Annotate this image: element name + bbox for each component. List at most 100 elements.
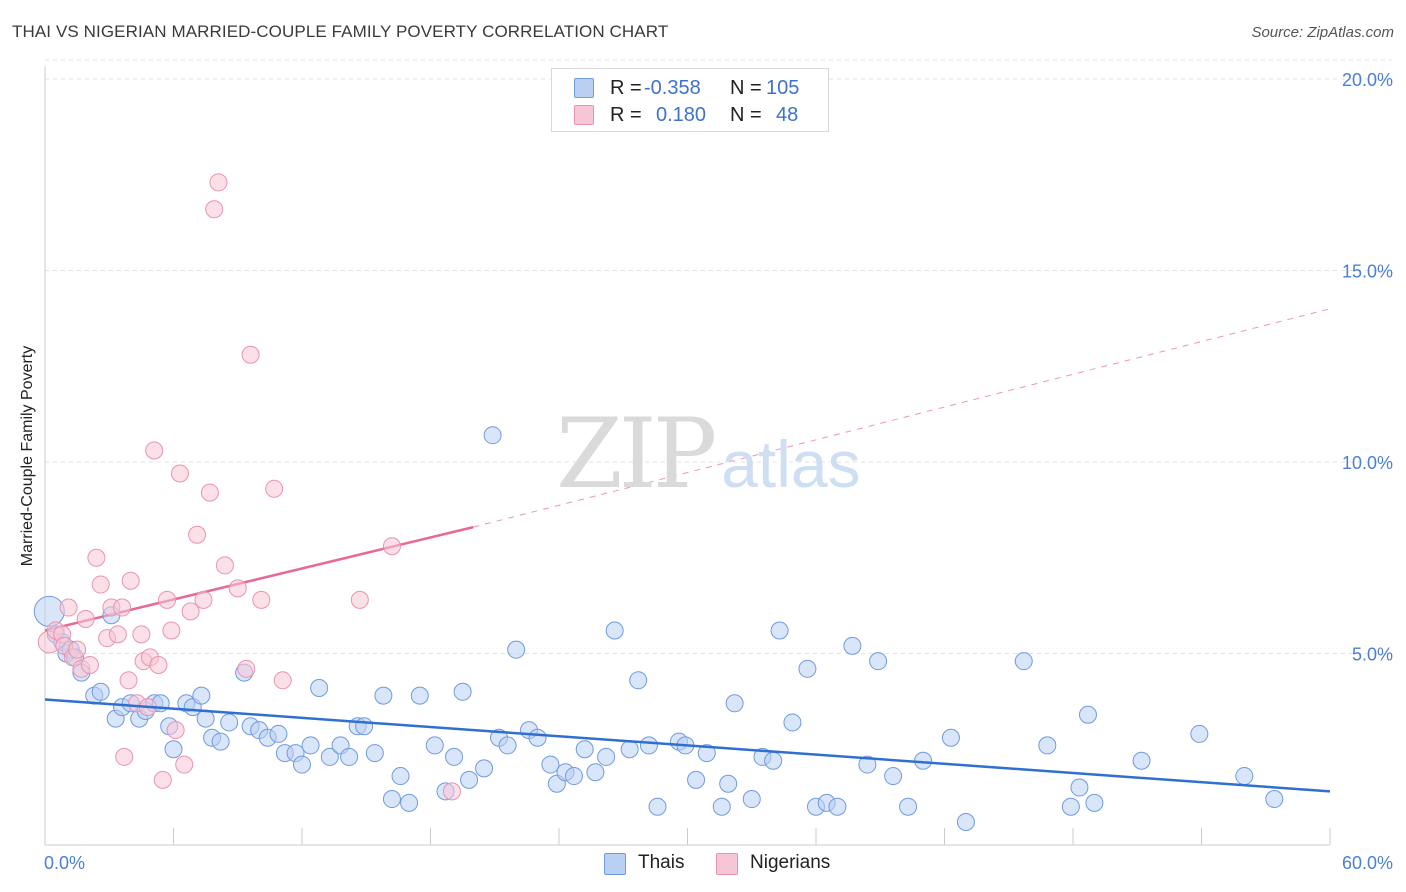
thais-point — [648, 797, 667, 816]
nigerians-point — [115, 747, 134, 766]
thais-trend-line — [44, 698, 1331, 793]
thais-point — [1265, 790, 1284, 809]
thais-point — [712, 797, 731, 816]
nigerians-legend-swatch-icon — [716, 853, 738, 875]
thais-point — [391, 767, 410, 786]
thais-point — [629, 671, 648, 690]
x-tick-label: 60.0% — [1342, 853, 1393, 873]
nigerians-point — [188, 525, 207, 544]
nigerians-point — [59, 598, 78, 617]
nigerians-point — [113, 598, 132, 617]
nigerians-point — [153, 770, 172, 789]
thais-point — [564, 767, 583, 786]
thais-point — [528, 728, 547, 747]
thais-point — [541, 755, 560, 774]
thais-legend-swatch-icon — [604, 853, 626, 875]
thais-point — [719, 774, 738, 793]
nigerians-point — [175, 755, 194, 774]
thais-point — [858, 755, 877, 774]
thais-point — [365, 744, 384, 763]
axes — [44, 66, 1331, 846]
n-value: 48 — [776, 104, 799, 126]
nigerians-point — [68, 640, 87, 659]
x-tick-label: 0.0% — [44, 853, 85, 873]
nigerians-point — [215, 556, 234, 575]
thais-point — [445, 747, 464, 766]
y-tick-label: 5.0% — [1352, 645, 1393, 665]
legend-label: Nigerians — [750, 852, 831, 873]
nigerians-point — [273, 671, 292, 690]
thais-point — [498, 736, 517, 755]
thais-point — [764, 751, 783, 770]
thais-point — [597, 747, 616, 766]
nigerians-point — [265, 479, 284, 498]
thais-point — [1190, 724, 1209, 743]
nigerians-point — [170, 464, 189, 483]
nigerians-point — [200, 483, 219, 502]
thais-point — [310, 678, 329, 697]
nigerians-point — [252, 590, 271, 609]
nigerians-point — [205, 200, 224, 219]
thais-point — [410, 686, 429, 705]
thais-point — [483, 426, 502, 445]
nigerians-point — [80, 655, 99, 674]
y-tick-label: 20.0% — [1342, 70, 1393, 90]
thais-point — [1132, 751, 1151, 770]
nigerians-point — [241, 345, 260, 364]
thais-point — [798, 659, 817, 678]
thais-swatch-icon — [574, 78, 594, 98]
grid-lines — [45, 59, 1392, 654]
thais-point — [1085, 793, 1104, 812]
thais-point — [400, 793, 419, 812]
nigerians-point — [237, 659, 256, 678]
thais-point — [725, 694, 744, 713]
thais-point — [687, 770, 706, 789]
nigerians-point — [119, 671, 138, 690]
thais-point — [620, 740, 639, 759]
thais-point — [220, 713, 239, 732]
nigerians-point — [132, 625, 151, 644]
source-credit: Source: ZipAtlas.com — [1251, 24, 1394, 41]
nigerians-trend-extension — [473, 308, 1331, 528]
nigerians-point — [121, 571, 140, 590]
y-tick-label: 15.0% — [1342, 262, 1393, 282]
thais-point — [843, 636, 862, 655]
r-value: 0.180 — [656, 104, 707, 126]
nigerians-point — [149, 655, 168, 674]
thais-point — [269, 724, 288, 743]
r-label: R = — [610, 104, 642, 126]
chart-title: THAI VS NIGERIAN MARRIED-COUPLE FAMILY P… — [12, 22, 669, 41]
thais-point — [453, 682, 472, 701]
thais-point — [211, 732, 230, 751]
thais-point — [575, 740, 594, 759]
thais-point — [475, 759, 494, 778]
thais-point — [192, 686, 211, 705]
thais-point — [1078, 705, 1097, 724]
nigerians-point — [194, 590, 213, 609]
data-points — [33, 173, 1284, 832]
thais-point — [196, 709, 215, 728]
nigerians-point — [158, 590, 177, 609]
thais-point — [697, 744, 716, 763]
thais-point — [941, 728, 960, 747]
nigerians-swatch-icon — [574, 105, 594, 125]
thais-point — [639, 736, 658, 755]
nigerians-point — [442, 782, 461, 801]
tick-labels: 5.0% 10.0% 15.0% 20.0% 0.0% 60.0% — [44, 70, 1393, 873]
n-label: N = — [730, 77, 762, 99]
n-label: N = — [730, 104, 762, 126]
nigerians-point — [166, 721, 185, 740]
nigerians-point — [162, 621, 181, 640]
thais-point — [460, 770, 479, 789]
r-label: R = — [610, 77, 642, 99]
thais-point — [340, 747, 359, 766]
thais-point — [33, 595, 65, 627]
thais-point — [164, 740, 183, 759]
thais-point — [91, 682, 110, 701]
thais-point — [605, 621, 624, 640]
nigerians-point — [228, 579, 247, 598]
y-tick-label: 10.0% — [1342, 453, 1393, 473]
thais-point — [1014, 652, 1033, 671]
thais-point — [1235, 767, 1254, 786]
